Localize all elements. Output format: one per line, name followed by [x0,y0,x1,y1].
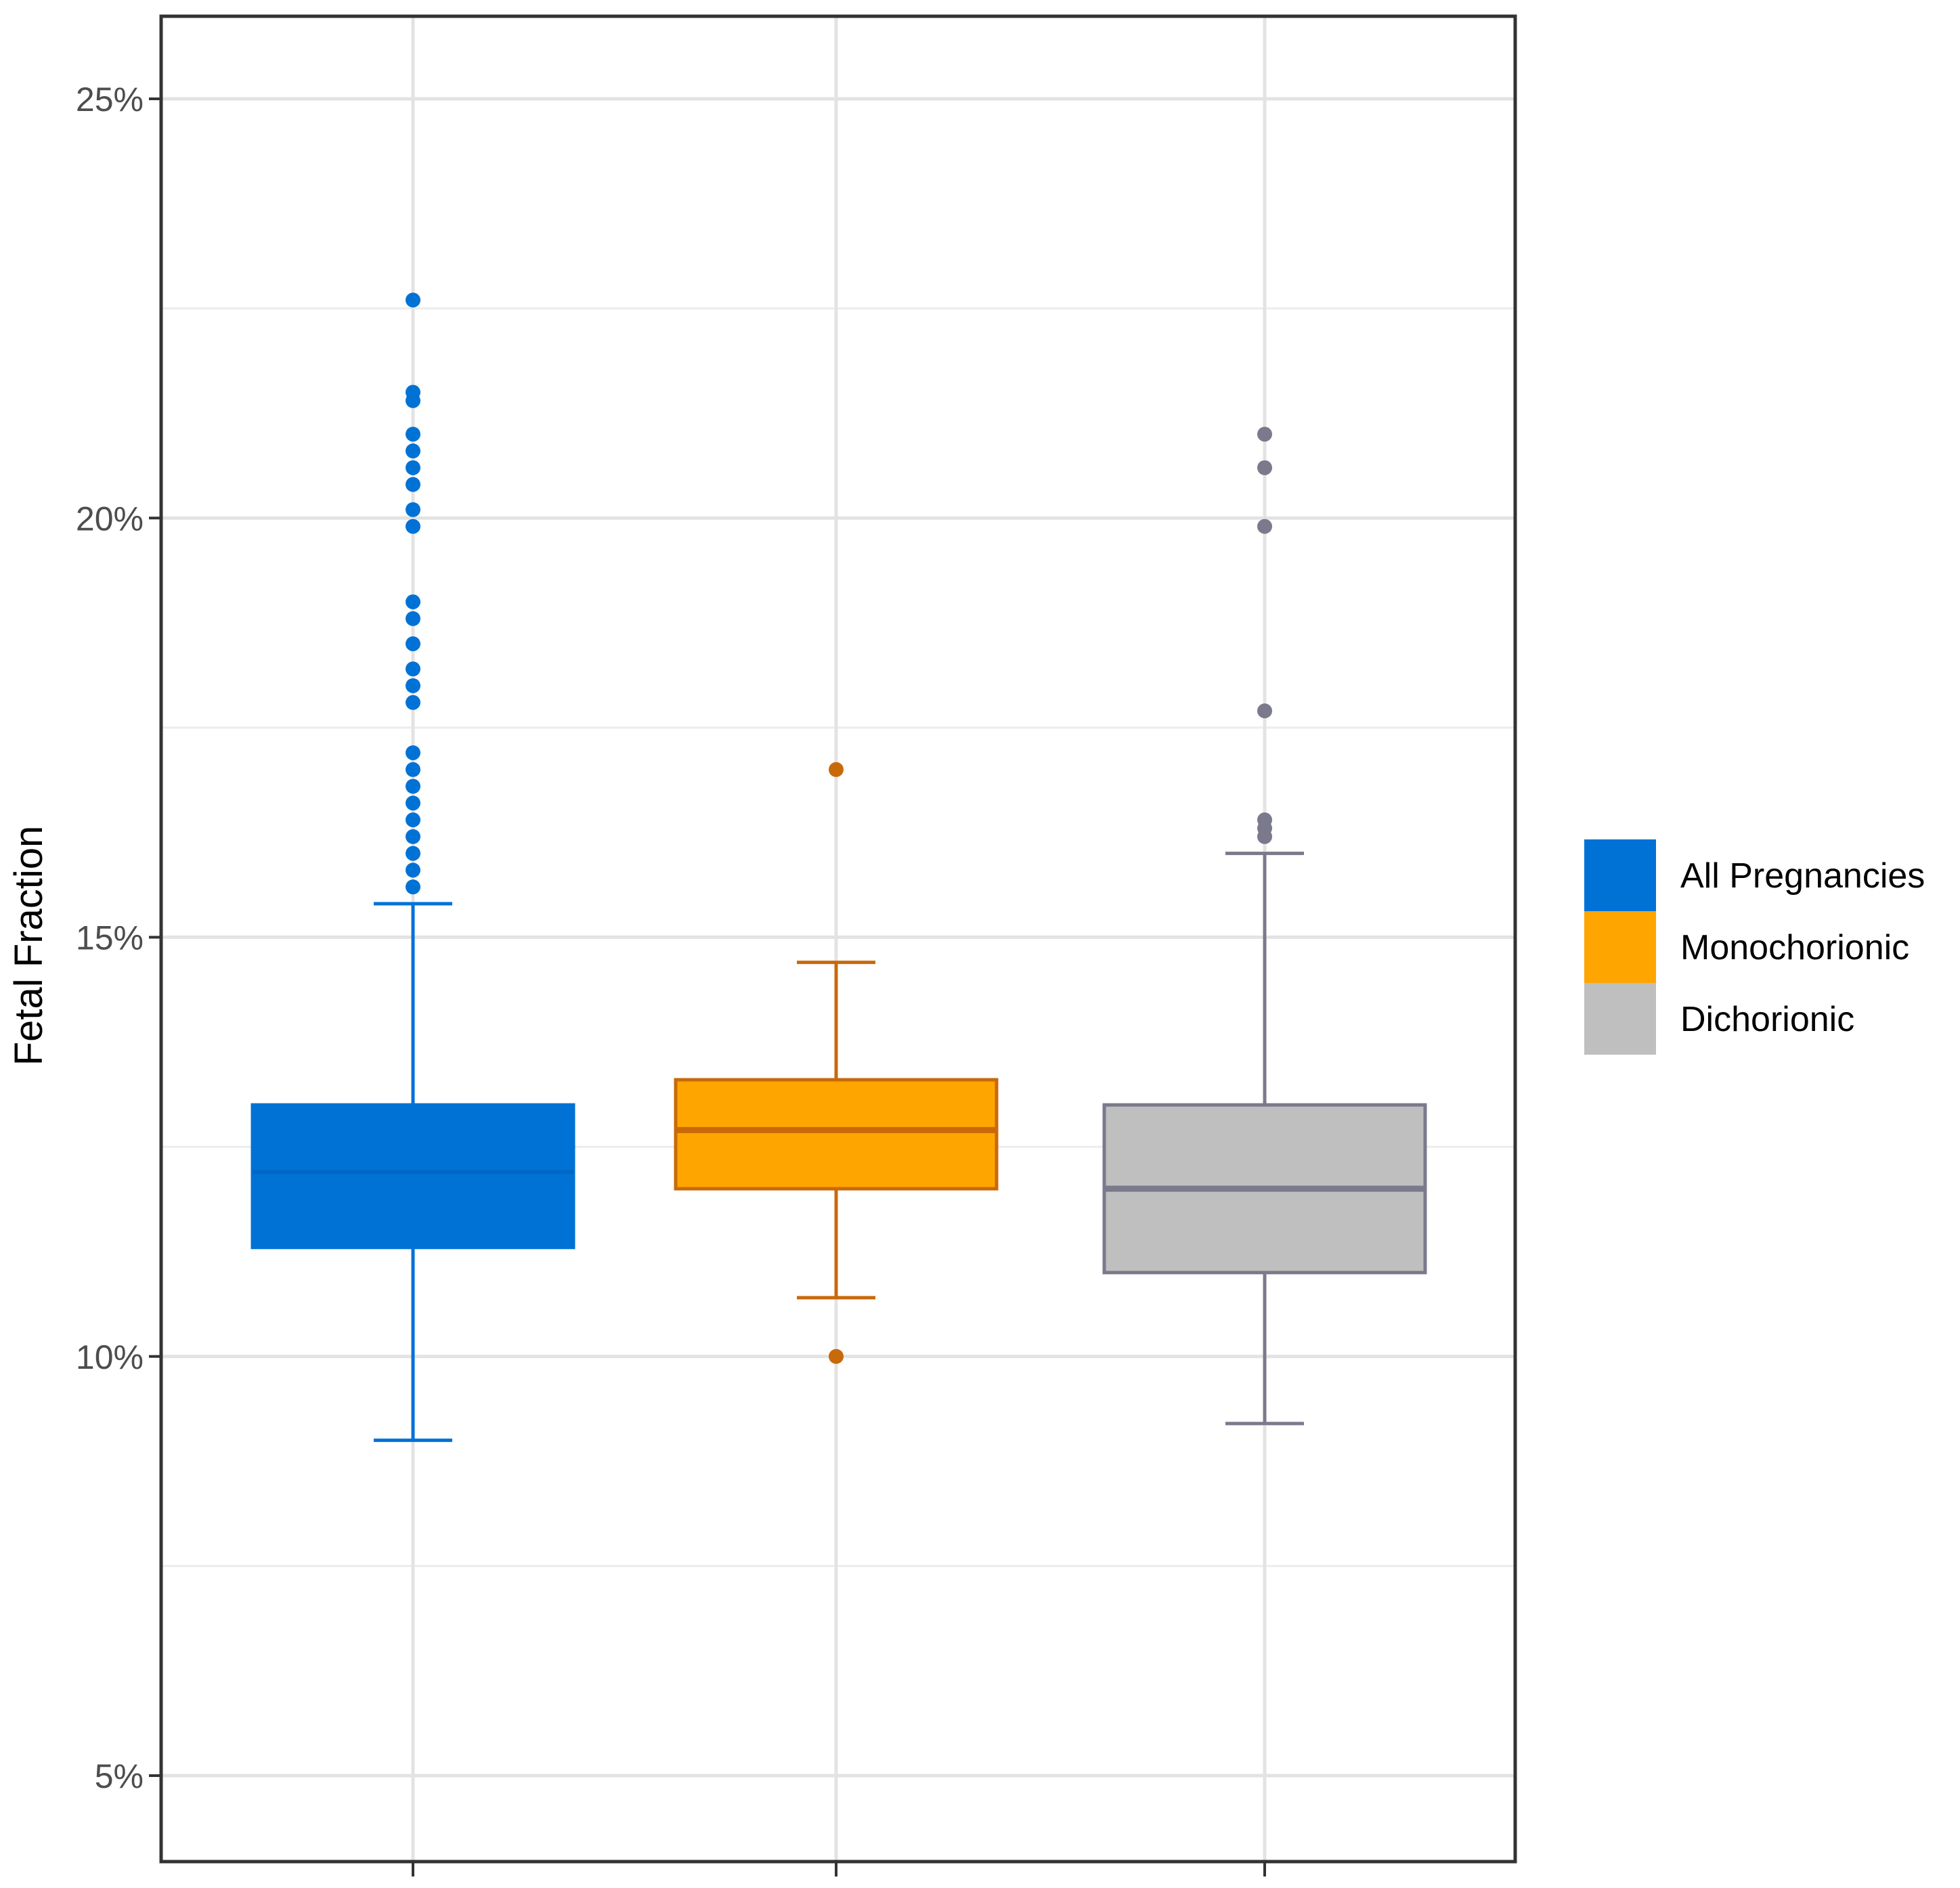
boxplot-all-pregnancies [251,292,575,1443]
legend-label: Monochorionic [1680,928,1909,967]
outlier-point [406,594,420,610]
outlier-point [406,502,420,517]
outlier-point [406,292,420,308]
outlier-point [406,636,420,652]
plot-panel-border [159,14,1517,1864]
outlier-point [1257,426,1272,442]
legend-key [1584,983,1656,1055]
iqr-box [674,1078,999,1191]
outlier-point [406,778,420,794]
outlier-point [406,443,420,459]
boxplot-dichorionic [1102,426,1427,1426]
outlier-point [406,846,420,861]
outlier-point [406,426,420,442]
boxplot-monochorionic [674,762,999,1364]
outlier-point [406,829,420,844]
grid-lines [161,16,1515,1862]
y-axis-title: Fetal Fraction [7,826,51,1066]
outlier-point [406,879,420,895]
outlier-point [406,762,420,777]
y-axis: 5% 10% 15% 20% 25% [76,81,161,1795]
legend-key [1584,911,1656,983]
outlier-point [406,862,420,878]
legend-label: All Pregnancies [1680,856,1925,896]
y-tick-label: 5% [95,1757,144,1795]
outlier-point [406,812,420,828]
x-axis-ticks [412,1862,1266,1876]
boxplots [251,292,1427,1443]
legend: All Pregnancies Monochorionic Dichorionic [1584,839,1925,1055]
outlier-point [829,1348,844,1364]
outlier-point [1257,703,1272,719]
outlier-point [406,460,420,475]
outlier-point [406,661,420,677]
outlier-point [1257,460,1272,475]
y-tick-label: 20% [76,500,144,537]
outlier-point [406,477,420,492]
outlier-point [406,745,420,761]
y-tick-label: 15% [76,919,144,957]
outlier-point [406,519,420,534]
outlier-point [406,795,420,811]
outlier-point [406,678,420,693]
legend-label: Dichorionic [1680,1000,1854,1039]
outlier-point [406,385,420,400]
outlier-point [1257,519,1272,534]
outlier-point [406,695,420,710]
outlier-point [829,762,844,777]
y-tick-label: 25% [76,81,144,118]
outlier-point [406,611,420,626]
iqr-box [251,1103,575,1250]
outlier-point [1257,812,1272,828]
legend-key [1584,839,1656,911]
y-tick-label: 10% [76,1338,144,1376]
